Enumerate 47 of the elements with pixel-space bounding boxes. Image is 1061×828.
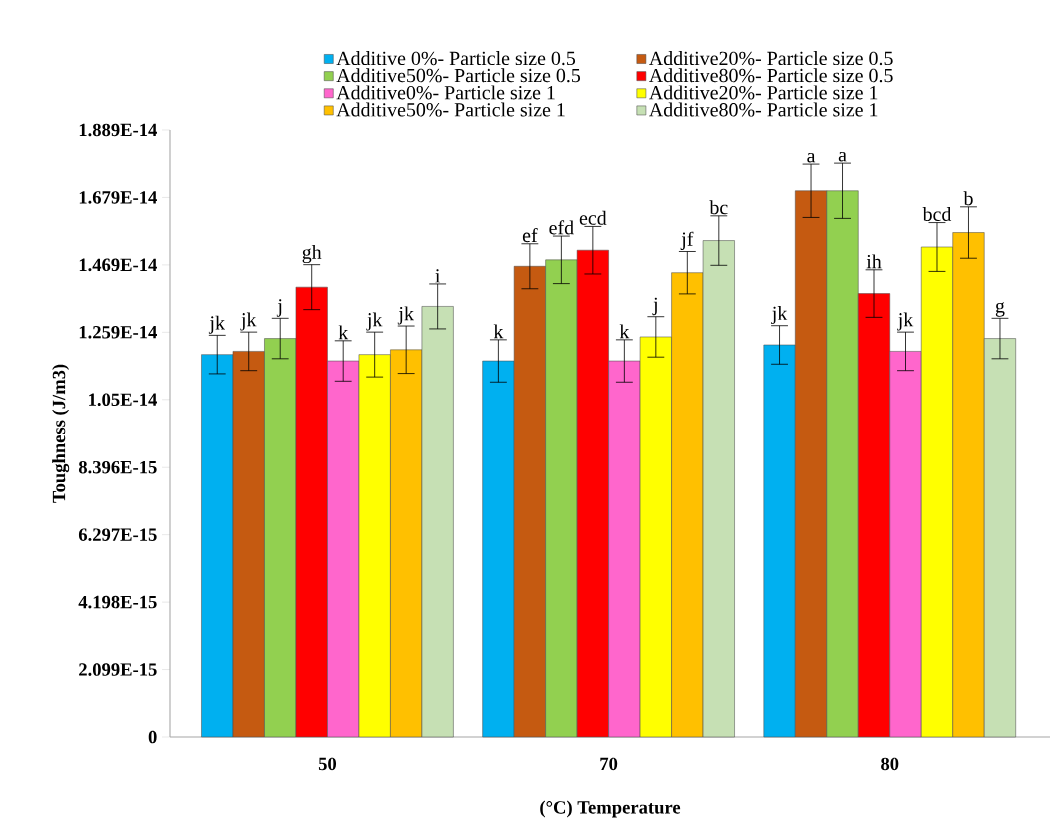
legend-label: Additive0%- Particle size 1 <box>336 85 555 100</box>
data-label: jk <box>208 315 225 334</box>
x-axis-title: (°C) Temperature <box>540 800 681 818</box>
data-label: bc <box>709 200 728 215</box>
data-label: bcd <box>922 206 952 221</box>
y-tick-label: 4.198E-15 <box>78 595 157 609</box>
legend-label: Additive20%- Particle size 1 <box>649 85 878 100</box>
data-label: k <box>619 324 630 339</box>
y-axis-title: Toughness (J/m3) <box>52 364 70 503</box>
y-tick-label: 1.469E-14 <box>79 258 157 272</box>
data-label: jk <box>240 312 257 331</box>
data-label: ef <box>522 227 538 243</box>
legend-label: Additive80%- Particle size 1 <box>649 102 878 117</box>
data-label: k <box>338 325 349 340</box>
y-tick-label: 1.679E-14 <box>79 191 157 204</box>
legend-label: Additive80%- Particle size 0.5 <box>649 68 893 83</box>
data-label: gh <box>302 244 322 264</box>
x-tick-label: 50 <box>318 757 337 771</box>
y-tick-label: 0 <box>148 730 157 744</box>
y-tick-label: 6.297E-15 <box>78 528 157 541</box>
y-tick-label: 1.259E-14 <box>79 326 157 339</box>
x-tick-label: 70 <box>600 757 618 771</box>
data-label: ih <box>866 254 882 269</box>
data-label: b <box>963 191 973 206</box>
data-label: ecd <box>579 210 607 225</box>
data-label: g <box>995 302 1005 317</box>
y-tick-label: 1.05E-14 <box>89 393 157 407</box>
y-tick-label: 2.099E-15 <box>79 663 157 676</box>
data-label: a <box>838 151 847 162</box>
data-label: jk <box>897 312 914 331</box>
x-tick-label: 80 <box>881 757 899 771</box>
data-label: a <box>807 152 816 163</box>
legend-label: Additive20%- Particle size 0.5 <box>649 51 893 66</box>
data-label: jf <box>680 231 694 250</box>
data-label: j <box>276 299 282 317</box>
y-tick-label: 1.889E-14 <box>79 123 157 137</box>
data-label: jk <box>771 306 788 325</box>
data-label: i <box>435 269 441 283</box>
data-label: jk <box>366 312 383 331</box>
data-label: k <box>493 324 504 339</box>
data-label: j <box>652 297 657 316</box>
y-tick-label: 8.396E-15 <box>78 460 157 474</box>
data-label: efd <box>549 220 574 235</box>
legend-label: Additive 0%- Particle size 0.5 <box>336 51 576 66</box>
data-label: jk <box>397 306 414 325</box>
legend-label: Additive50%- Particle size 0.5 <box>336 68 581 83</box>
legend-label: Additive50%- Particle size 1 <box>336 102 565 117</box>
